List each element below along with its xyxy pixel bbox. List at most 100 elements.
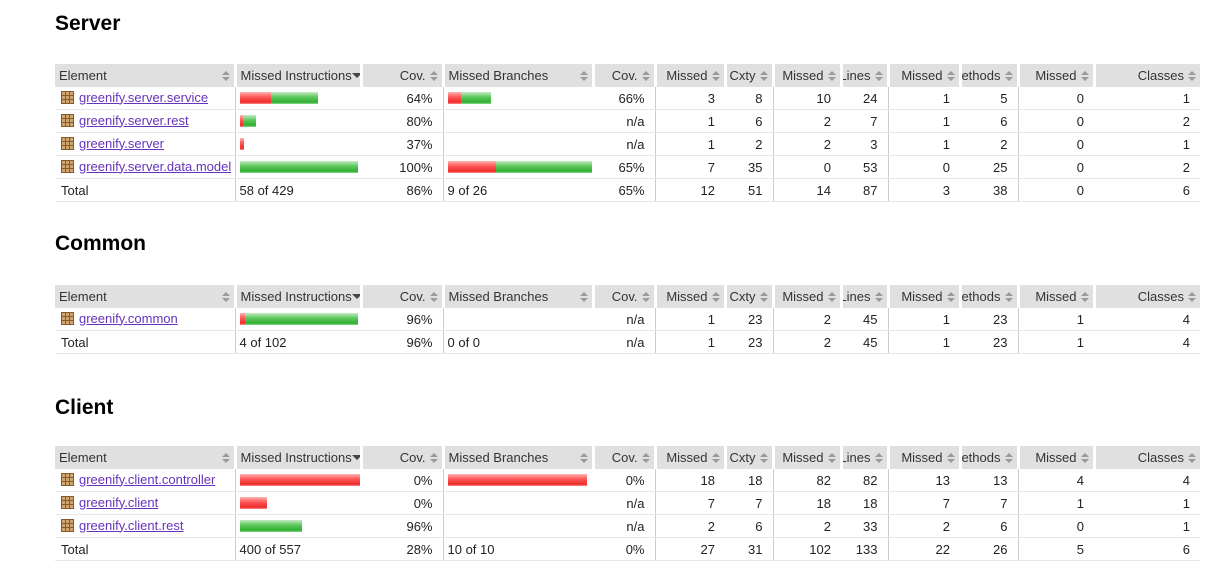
total-row: Total 400 of 557 28% 10 of 10 0% 27 31 1… [55,537,1200,561]
branch-coverage: 0% [593,469,655,492]
column-header-missed-methods[interactable]: Missed [886,64,960,87]
missed-classes: 1 [1017,308,1094,331]
column-header-missed-cxty[interactable]: Missed [653,446,725,469]
header-row: Element Missed Instructions Cov. Missed … [55,446,1200,469]
sort-icon [1080,291,1089,302]
sort-icon [827,291,836,302]
cxty: 6 [725,109,773,133]
sort-icon [429,452,438,463]
branch-coverage: n/a [593,514,655,538]
total-lines: 45 [841,330,888,354]
package-link[interactable]: greenify.server.service [79,89,209,105]
column-header-missed-classes[interactable]: Missed [1016,285,1094,308]
server-coverage-table: Element Missed Instructions Cov. Missed … [55,64,1200,202]
column-header-lines[interactable]: Lines [839,446,888,469]
column-header-classes[interactable]: Classes [1092,285,1200,308]
missed-cxty: 3 [654,87,725,110]
column-header-missed-lines[interactable]: Missed [771,64,841,87]
column-header-missed-cxty[interactable]: Missed [653,285,725,308]
package-icon [61,518,74,535]
missed-methods: 1 [887,132,960,156]
package-link[interactable]: greenify.server.rest [79,112,189,128]
package-link[interactable]: greenify.server [79,135,165,151]
column-header-element[interactable]: Element [55,285,235,308]
section-title-server: Server [55,12,121,35]
sort-icon [711,452,720,463]
column-label: Cxty [729,68,756,83]
column-header-lines[interactable]: Lines [839,285,888,308]
column-header-cxty[interactable]: Cxty [723,446,773,469]
section-title-common: Common [55,232,146,255]
column-label: Missed [901,289,943,304]
total-cxty: 51 [725,178,773,202]
missed-cxty: 7 [654,155,725,179]
total-classes: 6 [1094,537,1200,561]
column-header-missed-classes[interactable]: Missed [1016,446,1094,469]
classes: 2 [1094,109,1200,133]
column-header-branch-cov[interactable]: Cov. [591,64,655,87]
column-header-methods[interactable]: Methods [958,64,1018,87]
package-link[interactable]: greenify.client.rest [79,517,184,533]
package-link[interactable]: greenify.server.data.model [79,158,232,174]
column-header-missed-lines[interactable]: Missed [771,446,841,469]
column-label: Missed [782,289,824,304]
package-link[interactable]: greenify.client [79,494,159,510]
column-header-element[interactable]: Element [55,64,235,87]
column-header-cxty[interactable]: Cxty [723,64,773,87]
cxty: 35 [725,155,773,179]
column-header-cxty[interactable]: Cxty [723,285,773,308]
column-label: Methods [961,68,1001,83]
column-header-classes[interactable]: Classes [1092,64,1200,87]
missed-methods: 2 [887,514,960,538]
column-header-branch-cov[interactable]: Cov. [591,446,655,469]
column-header-missed-instructions[interactable]: Missed Instructions [233,64,361,87]
column-header-missed-lines[interactable]: Missed [771,285,841,308]
section-common: Common Element Missed Instructions Cov. … [55,232,1200,354]
column-header-missed-classes[interactable]: Missed [1016,64,1094,87]
column-header-missed-methods[interactable]: Missed [886,446,960,469]
package-link[interactable]: greenify.common [79,310,178,326]
column-header-classes[interactable]: Classes [1092,446,1200,469]
package-link[interactable]: greenify.client.controller [79,471,216,487]
package-icon [61,472,74,489]
missed-cxty: 7 [654,491,725,515]
column-label: Cov. [611,68,638,83]
column-header-missed-methods[interactable]: Missed [886,285,960,308]
table-row: greenify.common 96% n/a 1 23 2 45 1 23 1… [55,308,1200,331]
missed-instructions-bar [239,92,271,104]
column-header-instruction-cov[interactable]: Cov. [359,446,443,469]
sort-icon [1004,70,1013,81]
classes: 4 [1094,469,1200,492]
sort-icon [1080,452,1089,463]
classes: 1 [1094,491,1200,515]
column-header-instruction-cov[interactable]: Cov. [359,285,443,308]
branch-coverage: n/a [593,132,655,156]
missed-instructions-bar [239,313,245,325]
sort-icon [946,70,955,81]
column-header-missed-branches[interactable]: Missed Branches [441,64,593,87]
total-methods: 23 [960,330,1018,354]
sort-desc-icon [351,455,361,460]
column-header-branch-cov[interactable]: Cov. [591,285,655,308]
sort-icon [579,70,588,81]
column-header-methods[interactable]: Methods [958,446,1018,469]
column-label: Methods [961,289,1001,304]
column-header-instruction-cov[interactable]: Cov. [359,64,443,87]
common-coverage-table: Element Missed Instructions Cov. Missed … [55,285,1200,354]
branch-coverage: 66% [593,87,655,110]
column-label: Missed [901,450,943,465]
column-header-missed-branches[interactable]: Missed Branches [441,446,593,469]
column-header-missed-instructions[interactable]: Missed Instructions [233,285,361,308]
total-lines: 87 [841,178,888,202]
column-header-lines[interactable]: Lines [839,64,888,87]
column-header-missed-branches[interactable]: Missed Branches [441,285,593,308]
column-header-element[interactable]: Element [55,446,235,469]
missed-methods: 0 [887,155,960,179]
total-missed-classes: 5 [1017,537,1094,561]
column-label: Element [59,450,107,465]
column-header-methods[interactable]: Methods [958,285,1018,308]
column-header-missed-cxty[interactable]: Missed [653,64,725,87]
sort-icon [641,291,650,302]
column-header-missed-instructions[interactable]: Missed Instructions [233,446,361,469]
sort-desc-icon [351,73,361,78]
